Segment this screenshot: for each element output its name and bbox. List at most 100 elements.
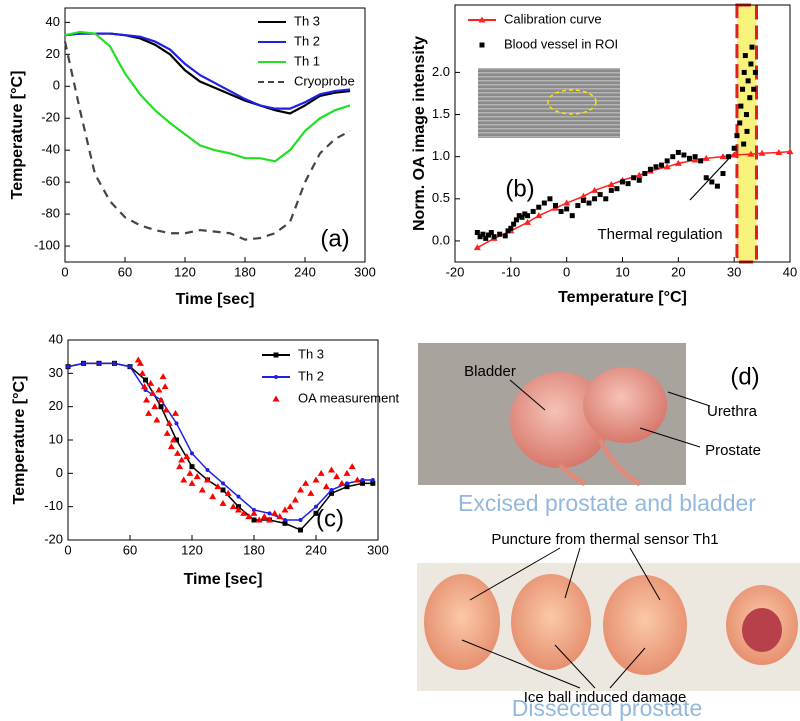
marker — [162, 406, 170, 413]
marker — [176, 463, 184, 470]
y-tick-label: 20 — [46, 46, 60, 61]
marker — [647, 166, 653, 172]
marker — [128, 364, 132, 369]
arrow — [629, 547, 661, 601]
marker — [297, 486, 304, 493]
arrow — [509, 379, 546, 411]
marker — [719, 153, 727, 160]
marker — [491, 234, 497, 240]
marker — [266, 516, 273, 523]
x-tick-label: 300 — [367, 542, 389, 557]
arrow — [639, 427, 701, 448]
legend-label: Calibration curve — [504, 11, 602, 26]
slice — [603, 575, 687, 675]
marker — [328, 466, 335, 473]
marker — [163, 429, 171, 436]
series-line — [64, 30, 351, 163]
marker — [298, 518, 303, 522]
marker — [149, 389, 157, 396]
series-line — [64, 32, 351, 110]
marker — [474, 230, 480, 236]
marker — [66, 364, 70, 369]
marker — [344, 484, 350, 490]
marker — [670, 154, 676, 160]
marker — [720, 171, 726, 177]
marker — [563, 199, 571, 206]
series-line — [67, 362, 373, 521]
y-tick-label: -100 — [34, 237, 60, 252]
marker — [178, 456, 186, 463]
marker — [240, 509, 248, 516]
legend-label: Cryoprobe — [294, 73, 355, 88]
marker — [190, 451, 194, 456]
marker — [302, 479, 310, 486]
x-tick-label: 40 — [783, 264, 797, 279]
legend-label: Th 2 — [298, 368, 324, 383]
marker — [631, 175, 637, 181]
marker — [486, 232, 491, 238]
marker — [473, 244, 481, 251]
marker — [653, 164, 659, 170]
marker — [158, 404, 164, 410]
marker — [502, 233, 508, 239]
marker — [614, 186, 620, 192]
marker — [702, 154, 710, 161]
arrow — [461, 639, 581, 689]
plot-frame — [64, 7, 366, 263]
marker — [497, 231, 503, 237]
panel-label: (d) — [730, 363, 759, 390]
y-tick-label: 1.0 — [432, 148, 450, 163]
marker — [575, 203, 581, 209]
marker — [742, 53, 748, 59]
y-tick-label: -20 — [44, 531, 63, 546]
marker — [751, 86, 757, 92]
x-tick-label: 30 — [727, 264, 741, 279]
arrow — [469, 547, 561, 601]
arrow — [609, 647, 646, 689]
marker — [737, 120, 743, 126]
slice — [511, 574, 591, 670]
marker — [267, 511, 272, 516]
marker — [477, 234, 483, 240]
marker — [536, 204, 542, 210]
y-axis-title: Temperature [°C] — [9, 71, 26, 200]
marker — [157, 396, 165, 403]
marker — [169, 436, 177, 443]
marker — [229, 503, 237, 510]
x-tick-label: -20 — [446, 264, 465, 279]
marker — [553, 203, 558, 209]
legend-label: Th 3 — [294, 13, 320, 28]
marker — [138, 369, 146, 376]
marker — [193, 473, 201, 480]
marker — [749, 44, 755, 50]
marker — [569, 213, 575, 219]
vessels — [558, 438, 642, 487]
marker — [286, 503, 294, 510]
marker — [236, 494, 241, 499]
marker — [508, 225, 514, 231]
marker — [112, 361, 117, 366]
marker — [480, 231, 486, 237]
x-tick-label: 60 — [123, 542, 137, 557]
marker — [188, 479, 196, 486]
marker — [209, 493, 217, 500]
y-tick-label: 2.0 — [432, 64, 450, 79]
marker — [607, 180, 615, 187]
marker — [314, 504, 318, 509]
marker — [642, 171, 648, 177]
marker — [592, 196, 598, 202]
marker — [198, 486, 206, 493]
marker — [282, 520, 288, 526]
marker — [691, 156, 699, 163]
x-axis-title: Temperature [°C] — [558, 289, 687, 306]
marker — [741, 69, 747, 75]
marker — [738, 103, 744, 109]
x-tick-label: 120 — [174, 264, 196, 279]
x-tick-label: 0 — [563, 264, 570, 279]
marker — [734, 133, 740, 139]
marker — [786, 148, 794, 155]
panel-label: (b) — [505, 175, 534, 202]
marker — [159, 373, 167, 380]
y-axis-title: Temperature [°C] — [11, 376, 28, 505]
